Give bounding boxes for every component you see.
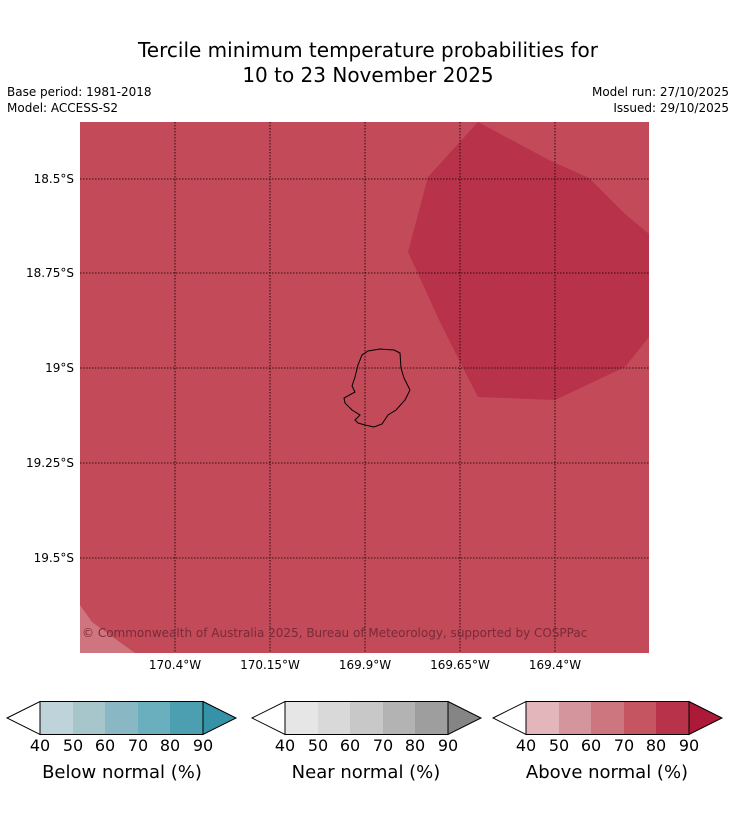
- copyright-notice: © Commonwealth of Australia 2025, Bureau…: [82, 626, 588, 640]
- cbar-above-tick: 40: [515, 736, 537, 755]
- chart-title: Tercile minimum temperature probabilitie…: [0, 38, 736, 88]
- cbar-below-swatch-extend-high: [202, 700, 238, 736]
- cbar-above-tick: 90: [678, 736, 700, 755]
- cbar-near-tick: 40: [274, 736, 296, 755]
- lat-label-2: 18.75°S: [26, 266, 74, 280]
- metadata-right: Model run: 27/10/2025 Issued: 29/10/2025: [592, 84, 729, 116]
- cbar-near-swatch-extend-low: [251, 700, 286, 736]
- cbar-near-tick: 90: [437, 736, 459, 755]
- cbar-above-tick: 50: [548, 736, 570, 755]
- cbar-below-tick: 60: [94, 736, 116, 755]
- cbar-near-outline: [284, 701, 449, 735]
- cbar-below-tick: 50: [62, 736, 84, 755]
- colorbar-above-normal: [492, 700, 724, 736]
- cbar-above-swatch-70-80: [624, 701, 656, 735]
- base-period: Base period: 1981-2018: [7, 85, 152, 99]
- cbar-near-swatch-70-80: [383, 701, 415, 735]
- cbar-near-swatch-50-60: [318, 701, 350, 735]
- colorbar-near-title: Near normal (%): [291, 762, 441, 783]
- lon-label-5: 169.4°W: [528, 658, 582, 672]
- cbar-below-swatch-40-50: [40, 701, 73, 735]
- cbar-near-swatch-40-50: [285, 701, 318, 735]
- lat-label-5: 19.5°S: [33, 551, 74, 565]
- colorbar-above-title: Above normal (%): [525, 762, 689, 783]
- region-60-70: [80, 605, 135, 653]
- cbar-below-tick: 90: [192, 736, 214, 755]
- model-run: Model run: 27/10/2025: [591, 85, 729, 99]
- issued-date: Issued: 29/10/2025: [613, 101, 729, 115]
- cbar-below-tick: 70: [127, 736, 149, 755]
- model-name: Model: ACCESS-S2: [7, 101, 119, 115]
- cbar-above-swatch-extend-low: [492, 700, 527, 736]
- cbar-below-swatch-70-80: [138, 701, 170, 735]
- cbar-above-swatch-60-70: [591, 701, 624, 735]
- cbar-above-swatch-extend-high: [688, 700, 724, 736]
- cbar-below-swatch-80-90: [170, 701, 203, 735]
- cbar-above-swatch-40-50: [526, 701, 559, 735]
- lon-label-4: 169.65°W: [430, 658, 490, 672]
- cbar-below-tick: 40: [29, 736, 51, 755]
- lat-label-1: 18.5°S: [33, 172, 74, 186]
- cbar-near-swatch-60-70: [350, 701, 383, 735]
- cbar-above-swatch-50-60: [559, 701, 591, 735]
- cbar-below-swatch-60-70: [105, 701, 138, 735]
- colorbar-near-normal: [251, 700, 483, 736]
- lat-label-4: 19.25°S: [26, 456, 74, 470]
- cbar-below-outline: [39, 701, 204, 735]
- lon-label-2: 170.15°W: [240, 658, 300, 672]
- region-80-90: [408, 122, 649, 400]
- cbar-near-tick: 80: [404, 736, 426, 755]
- title-line-1: Tercile minimum temperature probabilitie…: [137, 38, 599, 62]
- cbar-near-tick: 60: [339, 736, 361, 755]
- cbar-above-tick: 70: [613, 736, 635, 755]
- probability-map: [80, 122, 649, 653]
- colorbar-below-title: Below normal (%): [42, 762, 202, 783]
- cbar-near-swatch-80-90: [415, 701, 448, 735]
- cbar-below-tick: 80: [159, 736, 181, 755]
- island-coastline: [343, 348, 411, 428]
- cbar-near-swatch-extend-high: [447, 700, 483, 736]
- cbar-above-tick: 80: [645, 736, 667, 755]
- lon-label-3: 169.9°W: [338, 658, 392, 672]
- gridlines: [80, 122, 649, 653]
- cbar-above-tick: 60: [580, 736, 602, 755]
- cbar-below-swatch-extend-low: [6, 700, 41, 736]
- cbar-near-tick: 70: [372, 736, 394, 755]
- cbar-above-swatch-80-90: [656, 701, 689, 735]
- cbar-near-tick: 50: [307, 736, 329, 755]
- metadata-left: Base period: 1981-2018 Model: ACCESS-S2: [7, 84, 152, 116]
- lat-label-3: 19°S: [45, 361, 74, 375]
- cbar-below-swatch-50-60: [73, 701, 105, 735]
- colorbar-below-normal: [6, 700, 238, 736]
- title-line-2: 10 to 23 November 2025: [242, 63, 494, 87]
- cbar-above-outline: [525, 701, 690, 735]
- lon-label-1: 170.4°W: [148, 658, 202, 672]
